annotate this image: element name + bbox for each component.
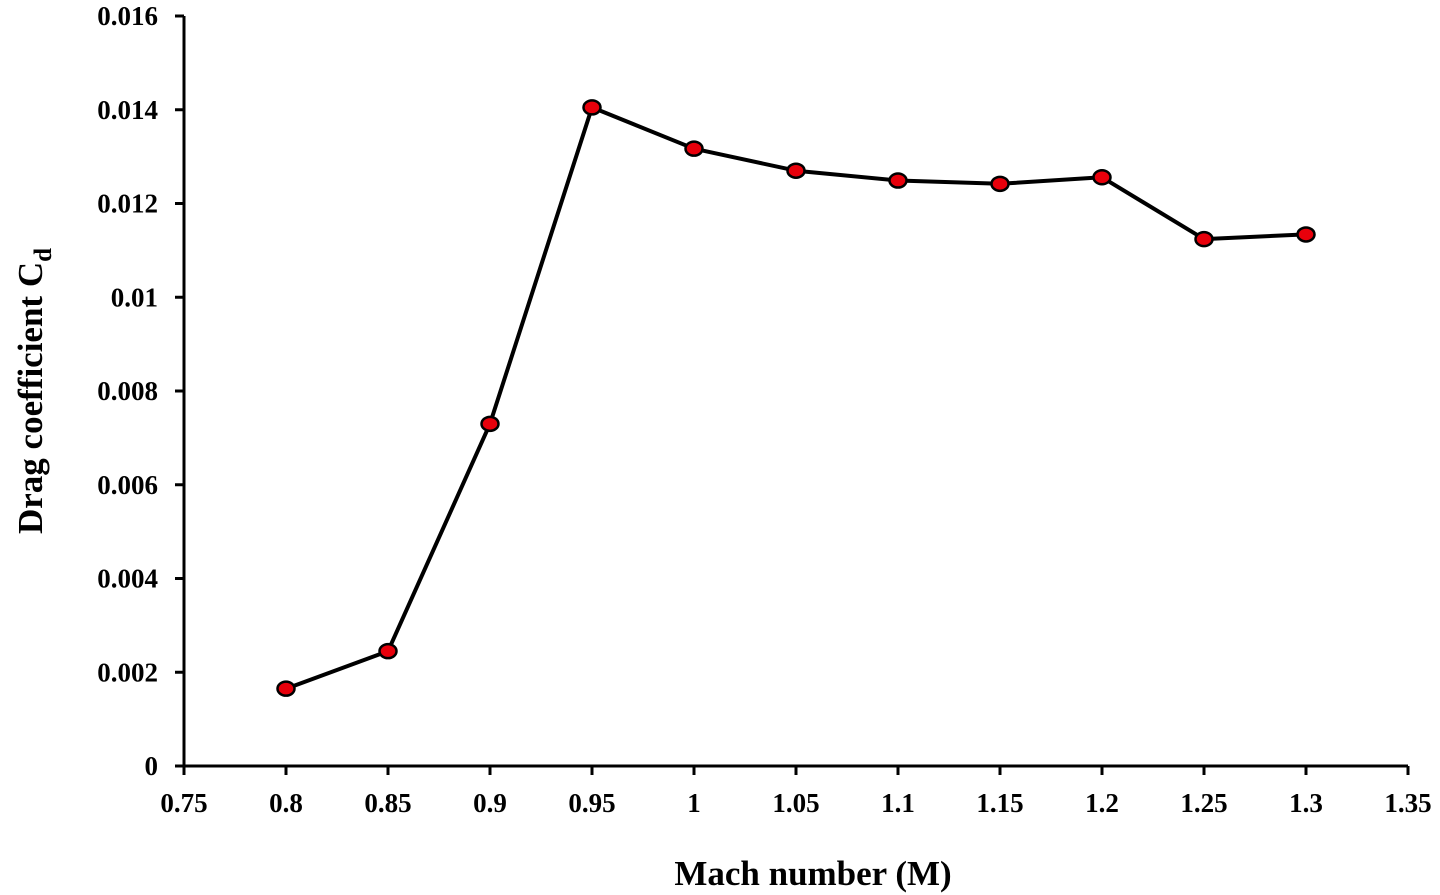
x-tick-label: 1.1 bbox=[881, 788, 915, 818]
x-axis-title: Mach number (M) bbox=[674, 854, 951, 893]
y-tick-label: 0.016 bbox=[97, 1, 158, 31]
plot-area bbox=[276, 99, 1316, 697]
y-tick-label: 0.01 bbox=[111, 282, 158, 312]
x-tick-label: 1.2 bbox=[1085, 788, 1119, 818]
x-tick-label: 1.35 bbox=[1384, 788, 1431, 818]
x-tick-label: 0.75 bbox=[160, 788, 207, 818]
data-point bbox=[1092, 169, 1112, 186]
y-tick-label: 0.012 bbox=[97, 189, 158, 219]
data-point bbox=[480, 415, 500, 433]
data-point bbox=[786, 162, 806, 179]
data-point bbox=[276, 680, 296, 697]
y-axis-title-main: Drag coefficient C bbox=[11, 262, 50, 534]
x-tick-label: 0.85 bbox=[364, 788, 411, 818]
y-axis-title: Drag coefficient Cd bbox=[11, 248, 57, 534]
y-axis-title-subscript: d bbox=[30, 248, 57, 262]
y-tick-label: 0.006 bbox=[97, 470, 158, 500]
x-tick-label: 1.3 bbox=[1289, 788, 1323, 818]
data-point bbox=[378, 642, 398, 660]
series-line bbox=[285, 105, 1307, 691]
x-tick-label: 0.95 bbox=[568, 788, 615, 818]
data-point bbox=[990, 175, 1010, 193]
y-tick-label: 0.002 bbox=[97, 657, 158, 687]
data-point bbox=[684, 140, 704, 157]
data-point bbox=[582, 99, 602, 116]
x-tick-label: 1 bbox=[687, 788, 701, 818]
y-ticks: 0 0.002 0.004 0.006 0.008 0.01 0.012 0.014 0.016 bbox=[97, 1, 184, 781]
x-tick-label: 0.9 bbox=[473, 788, 507, 818]
y-tick-label: 0 bbox=[145, 751, 159, 781]
x-tick-label: 1.05 bbox=[772, 788, 819, 818]
y-tick-label: 0.008 bbox=[97, 376, 158, 406]
x-tick-label: 1.25 bbox=[1180, 788, 1227, 818]
data-point bbox=[1194, 230, 1214, 248]
x-tick-label: 0.8 bbox=[269, 788, 303, 818]
data-point bbox=[1296, 226, 1316, 243]
data-point bbox=[888, 172, 908, 189]
y-tick-label: 0.014 bbox=[97, 95, 158, 125]
x-tick-label: 1.15 bbox=[976, 788, 1023, 818]
axes bbox=[182, 16, 1408, 768]
y-tick-label: 0.004 bbox=[97, 564, 158, 594]
x-ticks: 0.75 0.8 0.85 0.9 0.95 1 1.05 1.1 1.15 1.2 1.25 1.3… bbox=[160, 766, 1432, 818]
